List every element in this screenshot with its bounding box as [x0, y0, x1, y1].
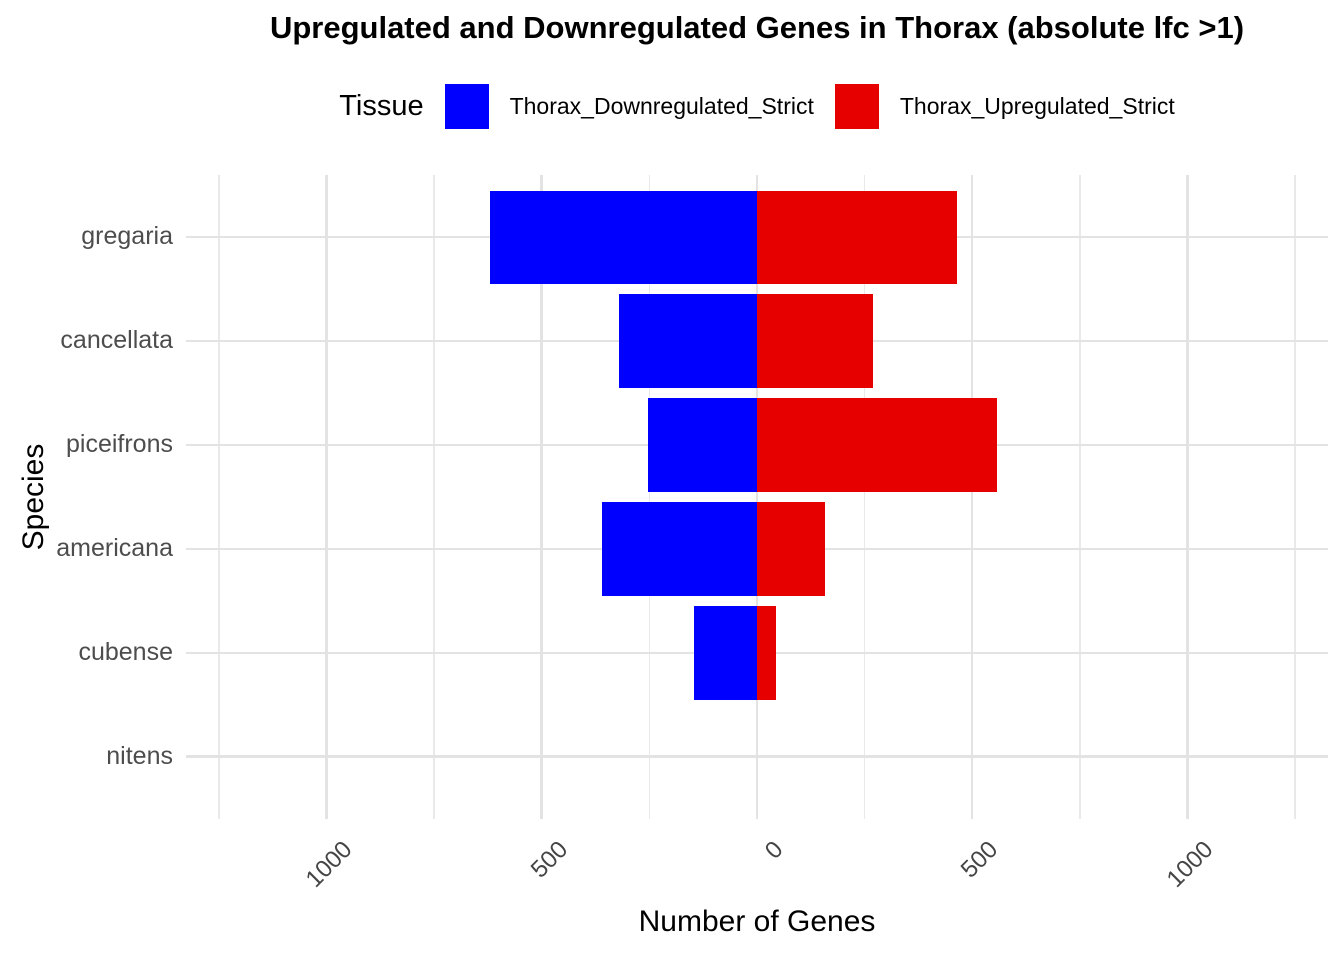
legend-item-downregulated: Thorax_Downregulated_Strict	[444, 83, 814, 129]
legend-title: Tissue	[339, 89, 424, 122]
gridline-minor	[433, 175, 435, 819]
x-tick-label-1000: 1000	[300, 836, 358, 893]
y-axis-labels: gregaria cancellata piceifrons americana cub…	[0, 175, 173, 819]
bar-downregulated-cancellata	[619, 294, 757, 388]
gridline-minor	[648, 175, 651, 819]
gridline-major	[755, 175, 759, 819]
bar-upregulated-piceifrons	[757, 398, 998, 492]
gridline-row	[186, 755, 1328, 758]
x-tick-label-1000: 1000	[1161, 836, 1219, 893]
chart-title: Upregulated and Downregulated Genes in T…	[269, 10, 1245, 45]
y-axis-title: Species	[17, 443, 50, 551]
gridline-major	[1186, 175, 1189, 819]
legend: Tissue Thorax_Downregulated_Strict Thora…	[186, 76, 1328, 136]
gridline-minor	[863, 175, 866, 819]
bar-upregulated-gregaria	[757, 190, 958, 285]
legend-label-downregulated: Thorax_Downregulated_Strict	[509, 92, 814, 119]
x-tick-label-500: 500	[525, 836, 573, 884]
bar-downregulated-piceifrons	[647, 398, 757, 492]
y-tick-label-piceifrons: piceifrons	[66, 429, 173, 458]
y-tick-label-cancellata: cancellata	[60, 326, 173, 355]
gridline-minor	[1294, 175, 1297, 819]
legend-item-upregulated: Thorax_Upregulated_Strict	[834, 83, 1175, 129]
x-tick-label-500: 500	[955, 836, 1004, 884]
gridline-major	[325, 175, 328, 819]
bar-upregulated-cubense	[757, 606, 777, 700]
y-tick-label-gregaria: gregaria	[81, 222, 173, 251]
downregulated-swatch-icon	[444, 83, 489, 129]
bar-downregulated-gregaria	[490, 190, 757, 285]
bar-upregulated-americana	[757, 502, 825, 596]
gridline-major	[971, 175, 974, 819]
plot-panel	[186, 175, 1328, 819]
bar-downregulated-cubense	[693, 606, 757, 700]
legend-label-upregulated: Thorax_Upregulated_Strict	[899, 92, 1175, 119]
bar-downregulated-americana	[602, 502, 757, 596]
y-tick-label-cubense: cubense	[78, 637, 173, 666]
gridline-minor	[1079, 175, 1081, 819]
y-tick-label-americana: americana	[56, 533, 173, 562]
x-axis-title: Number of Genes	[638, 905, 876, 938]
x-tick-label-0: 0	[759, 836, 789, 865]
gridline-major	[540, 175, 543, 819]
y-tick-label-nitens: nitens	[106, 741, 173, 770]
bar-upregulated-cancellata	[757, 294, 874, 388]
upregulated-swatch-icon	[834, 83, 879, 129]
gridline-minor	[217, 175, 220, 819]
